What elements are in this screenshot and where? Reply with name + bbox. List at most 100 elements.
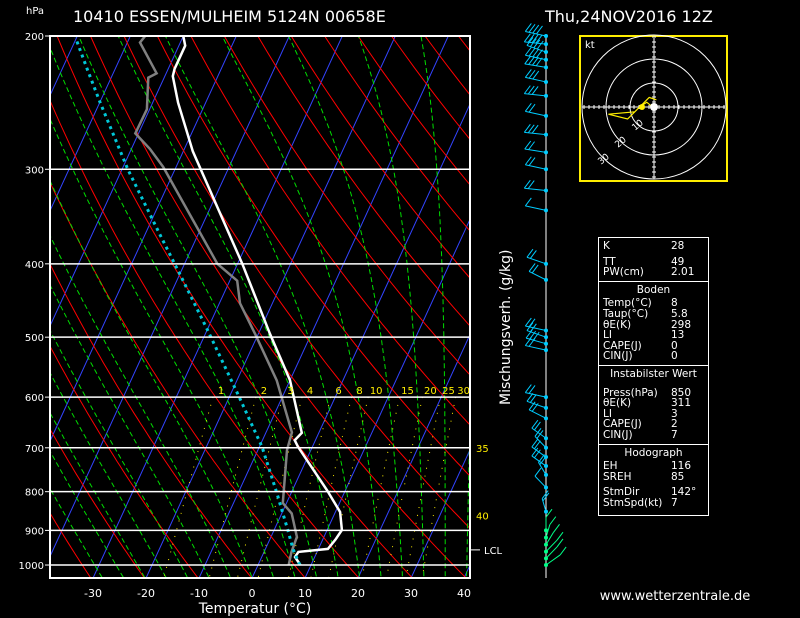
wind-barb-dot bbox=[544, 79, 548, 84]
isotherm-line bbox=[50, 36, 237, 443]
wind-barb bbox=[544, 516, 557, 540]
wind-barb-flag bbox=[536, 40, 544, 50]
wind-barb-flag bbox=[528, 157, 536, 166]
wind-barb bbox=[534, 467, 548, 490]
datetime-title: Thu,24NOV2016 12Z bbox=[544, 7, 713, 26]
wind-barb-flag bbox=[528, 401, 536, 411]
index-value: 298 bbox=[671, 318, 692, 331]
wind-barb-flag bbox=[526, 248, 534, 258]
dry-adiabat-line bbox=[357, 36, 470, 186]
temperature-trace bbox=[171, 36, 344, 566]
index-value: 5.8 bbox=[671, 307, 688, 320]
index-label: CAPE(J) bbox=[603, 339, 642, 352]
isotherm-line bbox=[198, 36, 449, 578]
y-tick-label: 400 bbox=[25, 260, 44, 271]
mixing-ratio-label: 20 bbox=[424, 386, 437, 397]
dry-adiabat-line bbox=[223, 36, 470, 376]
index-label: CIN(J) bbox=[603, 350, 633, 363]
wind-barb-dot bbox=[544, 328, 548, 333]
wind-barb-flag bbox=[536, 430, 544, 439]
moist-adiabat-line bbox=[50, 179, 253, 578]
isotherm-line bbox=[410, 448, 470, 578]
wind-barb-flag bbox=[534, 421, 541, 431]
dry-adiabat-line bbox=[156, 36, 470, 477]
wind-barb bbox=[524, 103, 548, 118]
index-row: SREH 85 bbox=[603, 472, 704, 483]
wind-barb bbox=[538, 454, 548, 477]
index-value: 2.01 bbox=[671, 266, 695, 279]
wind-barb-dot bbox=[544, 34, 548, 38]
dry-adiabat-line bbox=[257, 36, 470, 327]
wind-barb-staff bbox=[524, 148, 547, 153]
wind-barb bbox=[524, 197, 548, 213]
wind-barb-dot bbox=[544, 150, 548, 155]
mixing-ratio-label: 2 bbox=[261, 386, 267, 397]
wind-barb bbox=[523, 85, 548, 98]
wind-barb-staff bbox=[525, 30, 547, 37]
wind-barb-flag bbox=[534, 428, 542, 437]
y-tick-label: 1000 bbox=[19, 561, 44, 572]
section-title: Boden bbox=[636, 283, 671, 296]
wind-barb-dot bbox=[544, 341, 548, 346]
dewpoint-trace bbox=[133, 36, 299, 566]
wind-barb-flag bbox=[528, 338, 536, 347]
wind-barb-staff bbox=[525, 164, 547, 170]
wind-barb-flag bbox=[528, 23, 536, 33]
index-label: θE(K) bbox=[603, 397, 632, 410]
wind-barb-flag bbox=[539, 456, 547, 465]
wind-barb-staff bbox=[525, 110, 547, 117]
wind-barb-flag bbox=[528, 141, 535, 150]
moist-adiabat-line bbox=[50, 450, 125, 578]
wind-barb-flag bbox=[524, 46, 532, 56]
wind-barb-flag bbox=[524, 140, 532, 150]
index-value: 8 bbox=[671, 297, 678, 310]
moist-adiabat-line bbox=[50, 371, 167, 578]
wind-barb-dot bbox=[544, 485, 548, 490]
index-row: Temp(°C) 8 bbox=[603, 298, 704, 309]
mixing-ratio-label: 1 bbox=[218, 386, 224, 397]
storm-motion-marker bbox=[650, 103, 658, 111]
y-tick-label: 700 bbox=[25, 444, 44, 455]
station-title: 10410 ESSEN/MULHEIM 5124N 00658E bbox=[73, 7, 386, 26]
moist-adiabat-line bbox=[50, 234, 232, 578]
wind-barb bbox=[526, 392, 548, 410]
dry-adiabat-line bbox=[89, 36, 467, 578]
wind-barb-dot bbox=[544, 445, 548, 450]
section-title: Hodograph bbox=[624, 446, 683, 459]
moist-adiabat-line bbox=[78, 36, 318, 578]
index-label: Taup(°C) bbox=[603, 307, 649, 320]
dry-adiabat-line bbox=[50, 428, 145, 578]
wind-barb-staff bbox=[526, 400, 547, 409]
moist-adiabat-line bbox=[50, 46, 296, 578]
website-credit[interactable]: www.wetterzentrale.de bbox=[600, 589, 750, 604]
wind-barb-flag bbox=[541, 490, 549, 499]
hodograph-unit: kt bbox=[585, 40, 595, 51]
mixing-ratio-line bbox=[236, 396, 283, 578]
mixing-ratio-label: 6 bbox=[335, 386, 341, 397]
boden-section: Boden Temp(°C) 8 Taup(°C) 5.8 θE(K) 298 LI 13 CA… bbox=[599, 282, 708, 366]
wind-barb-flag bbox=[534, 467, 542, 477]
hodograph-trace bbox=[608, 96, 657, 120]
wind-barb-staff bbox=[534, 475, 547, 488]
index-row: K 28 bbox=[603, 241, 704, 252]
wind-barb-staff bbox=[528, 409, 547, 419]
wind-barb-flag bbox=[527, 180, 535, 189]
wind-barb-dot bbox=[544, 436, 548, 441]
hodograph-section: Hodograph EH 116 SREH 85 StmDir 142° StmSpd(kt… bbox=[599, 445, 708, 512]
index-value: 13 bbox=[671, 329, 685, 342]
plot-frame bbox=[49, 35, 471, 579]
mixing-ratio-line bbox=[208, 396, 257, 578]
moist-adiabat-line bbox=[50, 487, 103, 578]
moist-adiabat-line bbox=[50, 117, 275, 578]
wind-barb-flag bbox=[531, 403, 539, 412]
wind-barb-flag bbox=[524, 337, 532, 346]
wind-barb-dot bbox=[544, 167, 548, 172]
wind-barb-staff bbox=[524, 63, 547, 68]
index-value: 85 bbox=[671, 470, 685, 483]
wind-barb-flag bbox=[535, 57, 543, 67]
index-label: TT bbox=[603, 255, 616, 268]
wind-barb-dot bbox=[544, 277, 548, 282]
wind-barb-dot bbox=[544, 416, 548, 421]
wind-barb-staff bbox=[545, 554, 561, 566]
isotherm-line bbox=[92, 36, 343, 578]
